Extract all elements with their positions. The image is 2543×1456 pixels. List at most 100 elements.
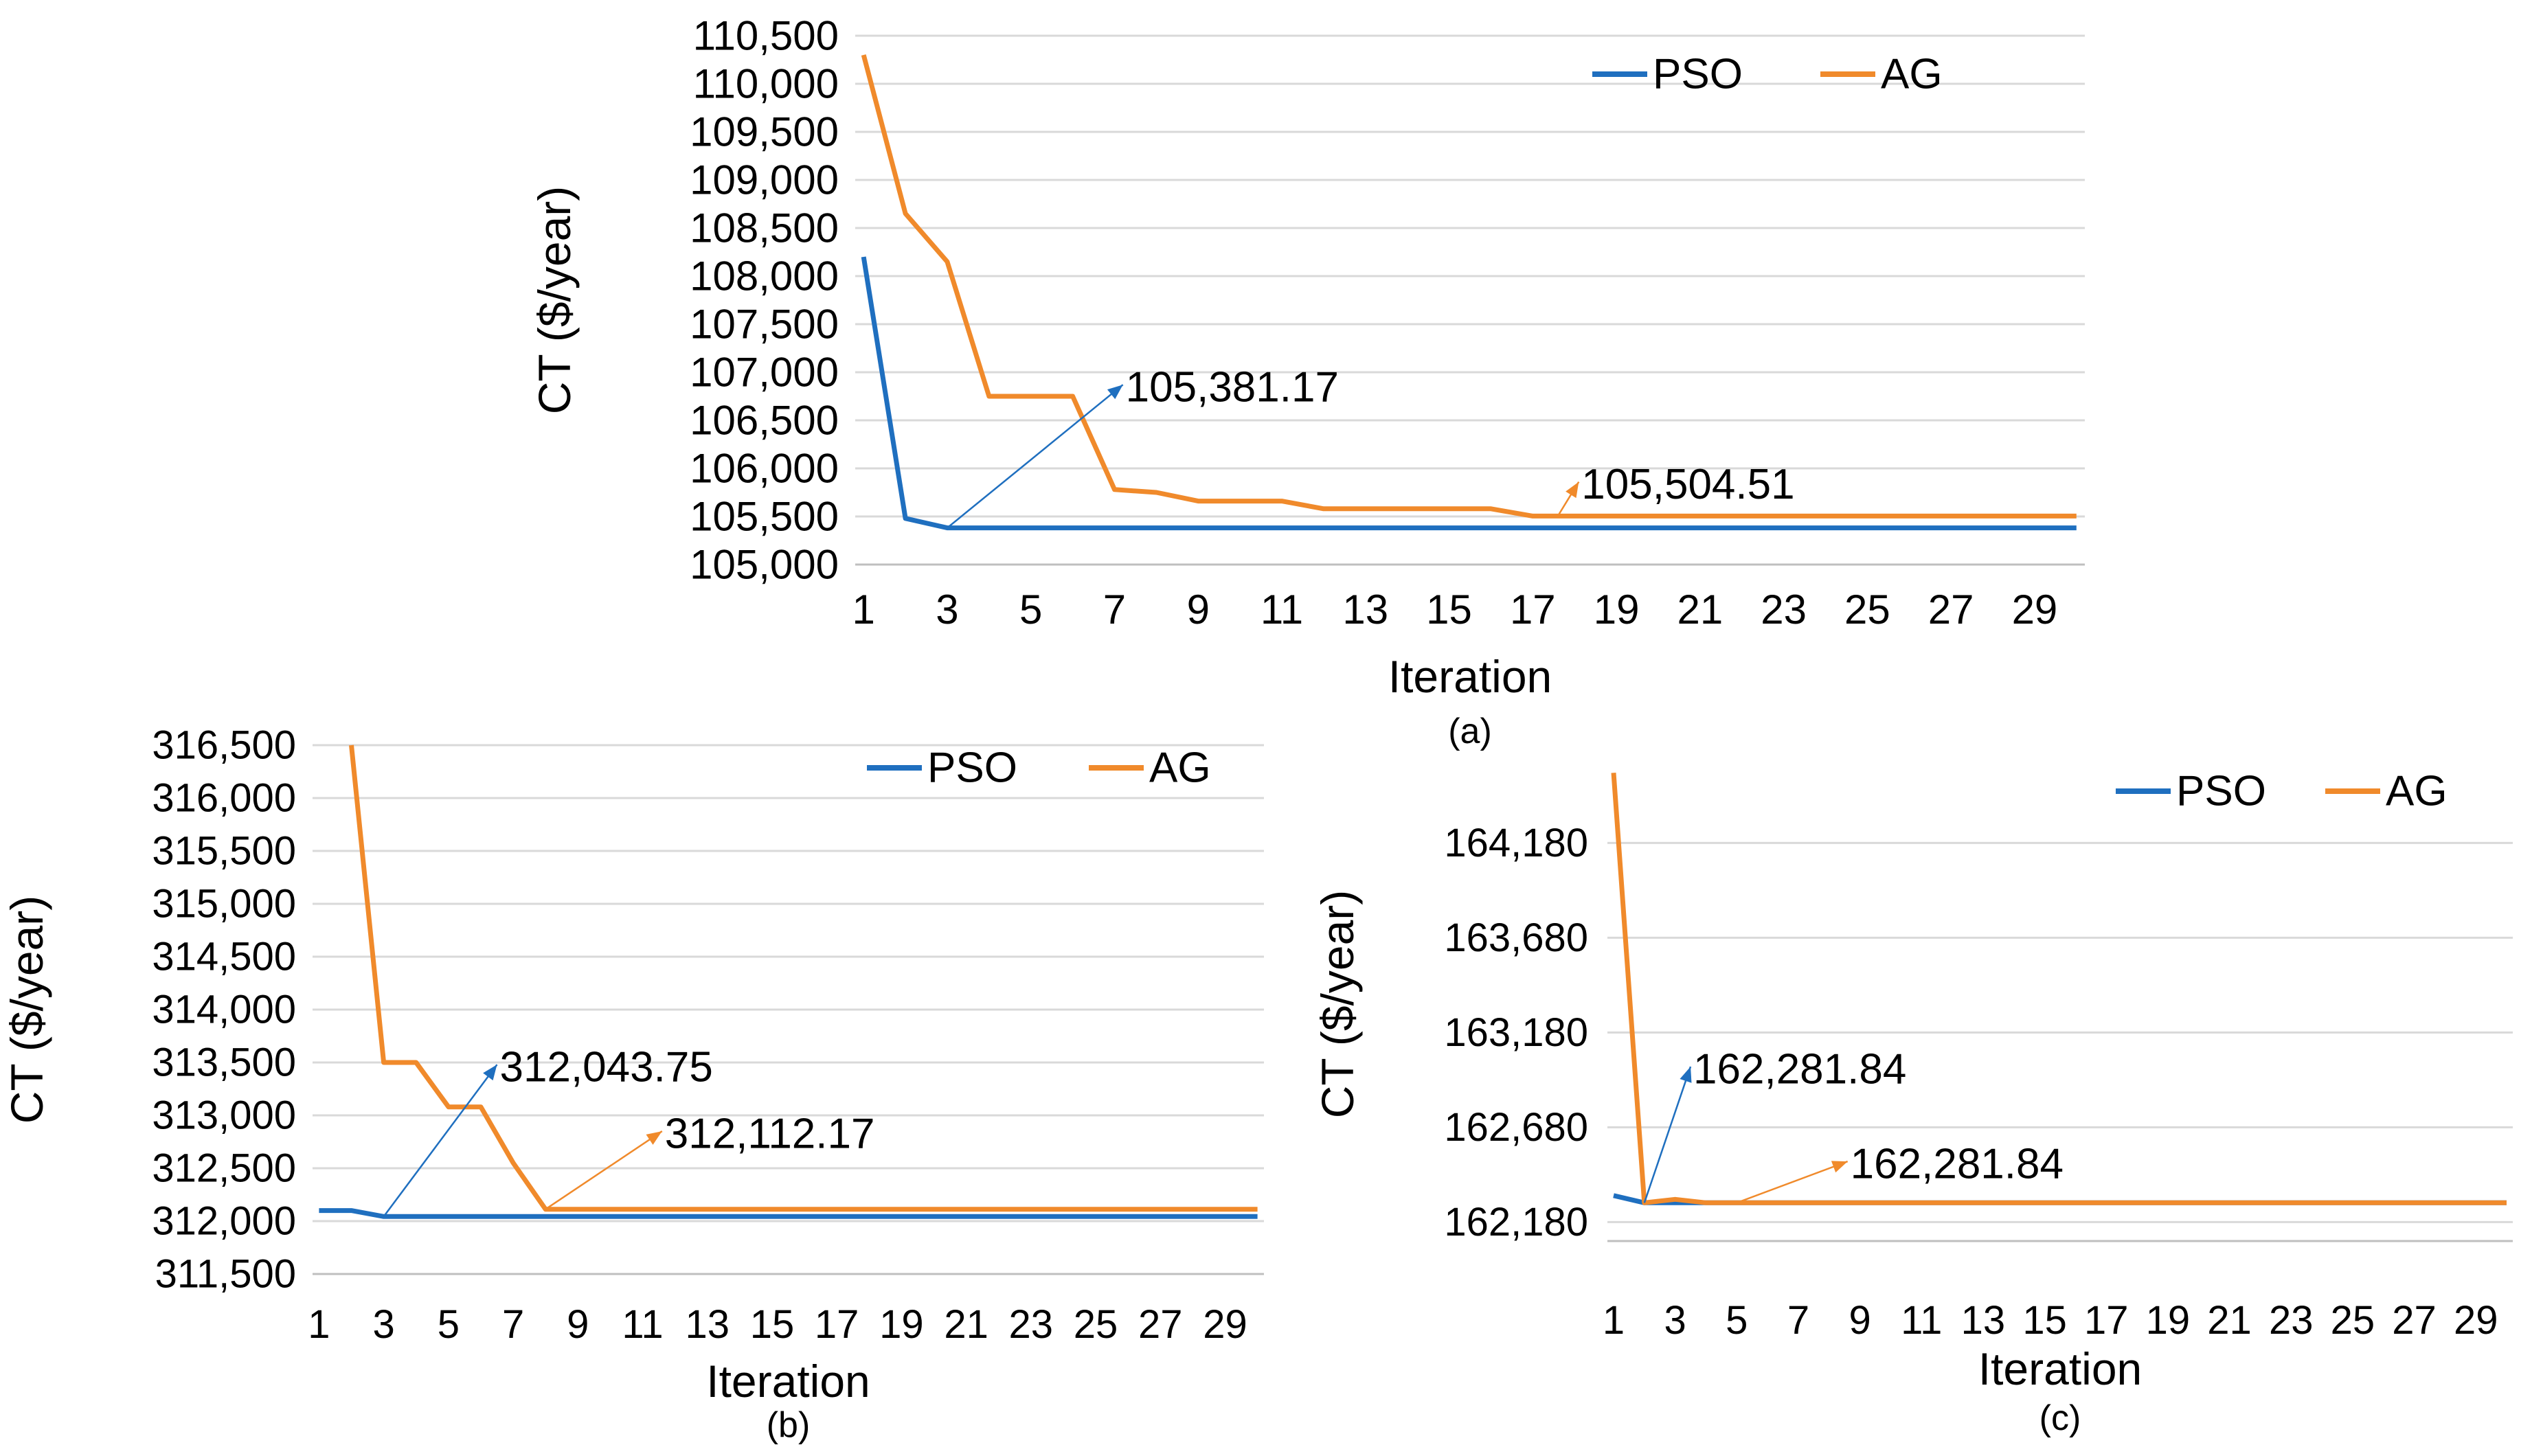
y-tick-label: 163,180 — [1444, 1010, 1588, 1055]
x-tick-label: 11 — [622, 1302, 663, 1347]
x-tick-label: 5 — [1726, 1298, 1748, 1343]
x-tick-label: 17 — [815, 1302, 859, 1347]
y-tick-label: 110,000 — [693, 61, 839, 107]
y-tick-label: 106,000 — [690, 446, 839, 492]
x-tick-label: 1 — [1603, 1298, 1625, 1343]
x-tick-label: 29 — [2012, 587, 2058, 633]
annotation-arrow — [383, 1064, 498, 1218]
legend-label-pso: PSO — [2176, 768, 2266, 815]
annotation-label: 312,112.17 — [665, 1111, 875, 1158]
x-tick-label: 21 — [944, 1302, 988, 1347]
y-axis-label: CT ($/year) — [1, 896, 52, 1124]
y-tick-label: 312,000 — [152, 1199, 296, 1244]
y-tick-label: 316,500 — [152, 723, 296, 768]
x-axis-label: Iteration — [706, 1356, 870, 1407]
x-tick-label: 25 — [1074, 1302, 1118, 1347]
x-tick-label: 27 — [2392, 1298, 2437, 1343]
legend-label-ag: AG — [2386, 768, 2448, 815]
x-tick-label: 15 — [2022, 1298, 2067, 1343]
x-tick-label: 11 — [1261, 587, 1303, 633]
annotation-label: 312,043.75 — [500, 1044, 713, 1091]
x-tick-label: 23 — [2269, 1298, 2314, 1343]
chart-caption: (c) — [2039, 1398, 2081, 1438]
series-line-ag — [861, 54, 2077, 519]
y-tick-label: 107,000 — [690, 350, 839, 396]
y-tick-label: 110,500 — [693, 13, 839, 59]
x-tick-label: 29 — [1203, 1302, 1247, 1347]
x-tick-label: 1 — [852, 587, 874, 633]
y-tick-label: 108,000 — [690, 253, 839, 299]
y-tick-label: 106,500 — [690, 398, 839, 444]
y-tick-label: 105,500 — [690, 494, 839, 540]
x-tick-label: 27 — [1928, 587, 1974, 633]
y-tick-label: 311,500 — [155, 1252, 296, 1297]
x-tick-label: 27 — [1138, 1302, 1183, 1347]
x-tick-label: 19 — [2146, 1298, 2191, 1343]
x-tick-label: 25 — [1844, 587, 1890, 633]
y-axis-label: CT ($/year) — [529, 186, 580, 415]
series-line-pso — [861, 256, 2077, 531]
legend-label-ag: AG — [1881, 51, 1943, 98]
x-tick-label: 21 — [1677, 587, 1723, 633]
chart-1: 105,000105,500106,000106,500107,000107,5… — [529, 13, 2085, 751]
x-tick-label: 17 — [2084, 1298, 2129, 1343]
x-tick-label: 13 — [1342, 587, 1388, 633]
y-tick-label: 313,500 — [152, 1040, 296, 1085]
x-axis-label: Iteration — [1978, 1343, 2142, 1394]
annotation-label: 162,281.84 — [1693, 1046, 1906, 1093]
y-tick-label: 105,000 — [690, 542, 839, 588]
y-tick-label: 312,500 — [152, 1146, 296, 1191]
annotation-arrowhead — [1107, 385, 1123, 400]
y-tick-label: 316,000 — [152, 776, 296, 821]
y-tick-label: 163,680 — [1444, 915, 1588, 960]
chart-caption: (a) — [1448, 712, 1492, 751]
annotation-arrow — [947, 384, 1124, 529]
x-tick-label: 17 — [1510, 587, 1556, 633]
x-tick-label: 13 — [1961, 1298, 2006, 1343]
x-tick-label: 13 — [685, 1302, 730, 1347]
y-tick-label: 162,680 — [1444, 1105, 1588, 1150]
annotation-arrowhead — [483, 1065, 497, 1081]
x-tick-label: 15 — [1426, 587, 1472, 633]
y-tick-label: 107,500 — [690, 302, 839, 348]
x-tick-label: 1 — [308, 1302, 330, 1347]
series-line-ag — [349, 744, 1258, 1212]
legend-label-pso: PSO — [1653, 51, 1743, 98]
annotation-label: 162,281.84 — [1851, 1141, 2064, 1188]
x-tick-label: 15 — [750, 1302, 795, 1347]
x-tick-label: 3 — [1664, 1298, 1686, 1343]
y-tick-label: 162,180 — [1444, 1200, 1588, 1244]
annotation-label: 105,381.17 — [1126, 364, 1339, 411]
chart-caption: (b) — [767, 1405, 811, 1445]
x-tick-label: 11 — [1901, 1298, 1942, 1343]
legend-label-pso: PSO — [927, 744, 1017, 792]
x-tick-label: 19 — [879, 1302, 924, 1347]
x-axis-label: Iteration — [1388, 651, 1552, 702]
x-tick-label: 7 — [1787, 1298, 1809, 1343]
y-axis-label: CT ($/year) — [1312, 890, 1363, 1119]
x-tick-label: 25 — [2331, 1298, 2375, 1343]
y-tick-label: 109,500 — [690, 109, 839, 155]
x-tick-label: 9 — [1849, 1298, 1870, 1343]
annotation-arrowhead — [1831, 1161, 1848, 1173]
series-line-pso — [319, 1208, 1258, 1219]
x-tick-label: 23 — [1009, 1302, 1054, 1347]
x-tick-label: 3 — [936, 587, 958, 633]
series-line-ag — [1611, 773, 2507, 1205]
x-tick-label: 7 — [502, 1302, 524, 1347]
y-tick-label: 315,000 — [152, 882, 296, 926]
y-tick-label: 314,500 — [152, 935, 296, 979]
annotation-arrow — [1643, 1066, 1692, 1203]
annotation-arrowhead — [646, 1131, 662, 1145]
x-tick-label: 3 — [373, 1302, 395, 1347]
y-tick-label: 315,500 — [152, 829, 296, 874]
legend-label-ag: AG — [1149, 744, 1211, 792]
chart-2: 311,500 312,000 312,500 313,000 313,500 314,0… — [1, 723, 1264, 1445]
x-tick-label: 21 — [2207, 1298, 2252, 1343]
x-tick-label: 19 — [1594, 587, 1640, 633]
y-tick-label: 313,000 — [152, 1093, 296, 1138]
y-tick-label: 164,180 — [1444, 821, 1588, 865]
x-tick-label: 7 — [1103, 587, 1126, 633]
